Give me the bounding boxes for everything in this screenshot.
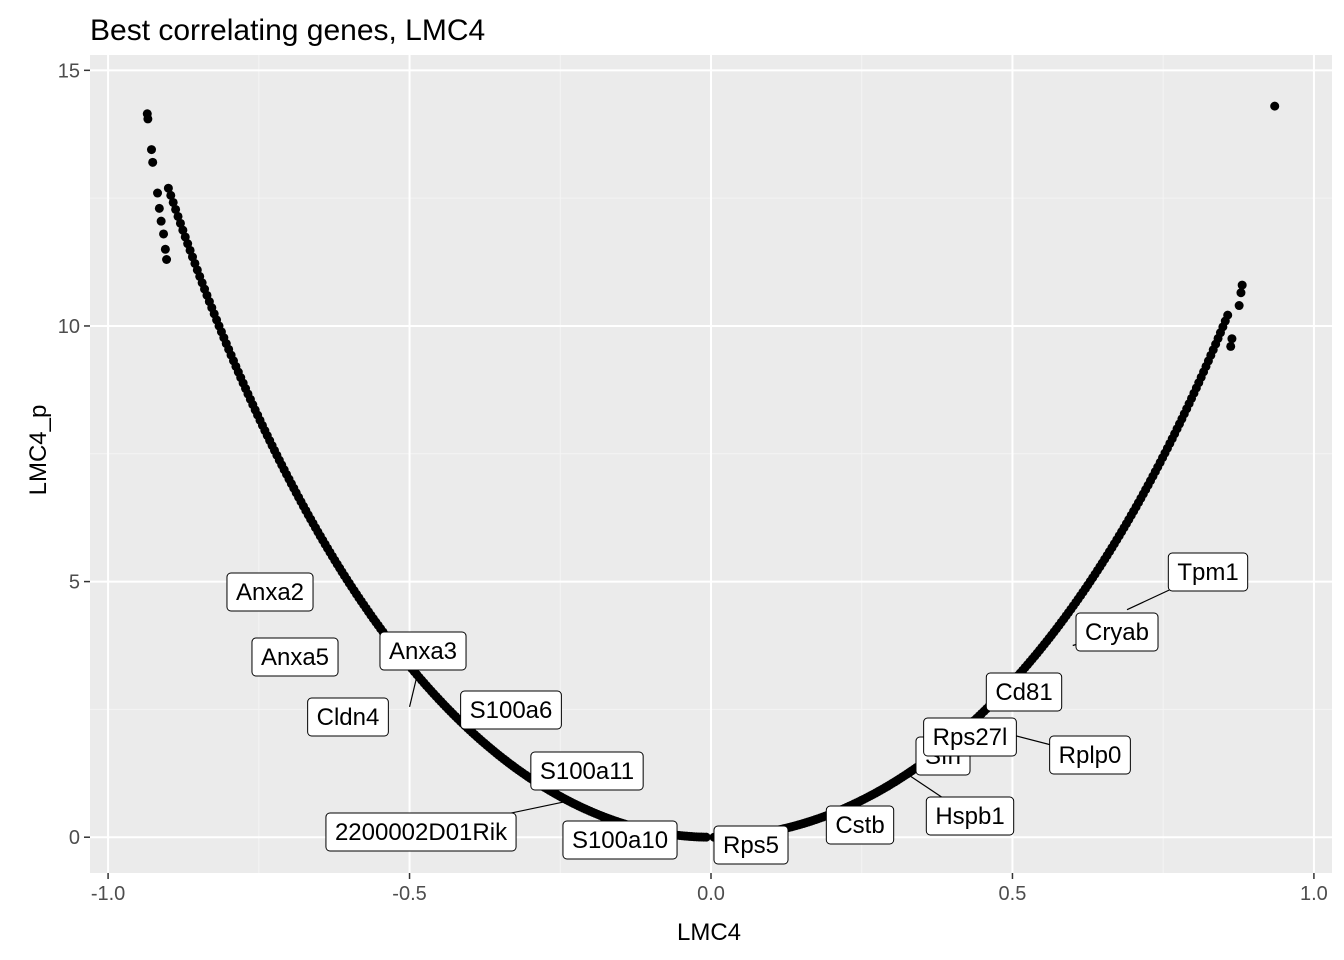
data-point: [146, 145, 156, 155]
data-point: [1227, 334, 1237, 344]
gene-label-text: S100a11: [540, 758, 634, 785]
x-tick-label: 0.0: [697, 883, 725, 905]
x-tick-label: -0.5: [392, 883, 426, 905]
gene-label-2200002d01rik: 2200002D01Rik: [325, 812, 517, 852]
data-point: [153, 188, 163, 198]
gene-label-text: Cryab: [1085, 619, 1149, 646]
gene-label-s100a6: S100a6: [460, 690, 562, 730]
gene-label-hspb1: Hspb1: [925, 796, 1015, 836]
gene-label-box: [925, 796, 1015, 836]
data-point: [701, 832, 711, 842]
gene-label-box: [530, 751, 644, 791]
gene-label-text: Cd81: [995, 679, 1052, 706]
data-point: [156, 216, 166, 226]
gene-label-box: [923, 717, 1017, 757]
gene-label-text: Rps27l: [933, 724, 1008, 751]
y-tick-label: 0: [69, 827, 80, 849]
chart-title: Best correlating genes, LMC4: [90, 14, 485, 47]
data-point: [163, 183, 173, 193]
gene-label-box: [379, 631, 467, 671]
gene-label-text: Anxa5: [261, 644, 329, 671]
data-point: [166, 190, 176, 200]
data-point: [159, 229, 169, 239]
gene-label-cstb: Cstb: [825, 805, 895, 845]
data-point: [148, 157, 158, 167]
gene-label-text: S100a6: [470, 697, 553, 724]
data-point: [175, 218, 185, 228]
data-point: [162, 255, 172, 264]
gene-label-text: Anxa3: [389, 638, 457, 665]
gene-label-box: [562, 820, 678, 860]
gene-label-box: [460, 690, 562, 730]
gene-label-cryab: Cryab: [1075, 612, 1159, 652]
gene-label-text: Tpm1: [1177, 559, 1238, 586]
gene-label-box: [325, 812, 517, 852]
data-point: [160, 244, 170, 254]
gene-label-s100a11: S100a11: [530, 751, 644, 791]
data-point: [143, 114, 153, 124]
data-point: [171, 204, 181, 214]
gene-label-box: [307, 697, 389, 737]
gene-label-cd81: Cd81: [985, 672, 1063, 712]
data-point: [154, 203, 164, 213]
data-point: [1237, 280, 1247, 290]
data-point: [1236, 288, 1246, 298]
gene-label-box: [1049, 735, 1131, 775]
data-point: [173, 211, 183, 221]
gene-label-anxa3: Anxa3: [379, 631, 467, 671]
gene-label-box: [985, 672, 1063, 712]
data-point: [1226, 341, 1236, 351]
data-point: [178, 225, 188, 235]
gene-label-box: [825, 805, 895, 845]
y-axis: 0 5 10 15: [58, 60, 90, 849]
x-tick-label: 1.0: [1300, 883, 1328, 905]
gene-label-anxa5: Anxa5: [251, 637, 339, 677]
gene-label-s100a10: S100a10: [562, 820, 678, 860]
gene-label-rps27l: Rps27l: [923, 717, 1017, 757]
x-tick-label: 0.5: [999, 883, 1027, 905]
gene-label-box: [1167, 552, 1249, 592]
data-point: [1234, 301, 1244, 311]
y-tick-label: 10: [58, 316, 80, 338]
gene-label-text: Rplp0: [1059, 742, 1122, 769]
gene-label-text: S100a10: [572, 827, 668, 854]
gene-label-text: Rps5: [723, 832, 779, 859]
gene-label-box: [226, 572, 314, 612]
gene-labels: Anxa2 Anxa5 Anxa3 Cldn4 S100a6 S100a11 2200002…: [226, 552, 1249, 865]
gene-label-text: Hspb1: [935, 803, 1004, 830]
gene-label-anxa2: Anxa2: [226, 572, 314, 612]
gene-label-box: [251, 637, 339, 677]
y-tick-label: 15: [58, 60, 80, 82]
gene-label-tpm1: Tpm1: [1167, 552, 1249, 592]
gene-label-rps5: Rps5: [713, 825, 789, 865]
gene-label-rplp0: Rplp0: [1049, 735, 1131, 775]
data-point: [1223, 310, 1233, 320]
data-point: [168, 197, 178, 207]
gene-label-cldn4: Cldn4: [307, 697, 389, 737]
x-axis-title: LMC4: [677, 919, 741, 946]
gene-label-text: Cstb: [835, 812, 884, 839]
data-point: [1270, 101, 1280, 111]
gene-label-text: Anxa2: [236, 579, 304, 606]
gene-label-box: [1075, 612, 1159, 652]
x-axis: -1.0 -0.5 0.0 0.5 1.0: [91, 873, 1328, 905]
y-tick-label: 5: [69, 572, 80, 594]
y-axis-title: LMC4_p: [25, 405, 52, 496]
gene-label-text: 2200002D01Rik: [335, 819, 508, 846]
x-tick-label: -1.0: [91, 883, 125, 905]
gene-label-box: [713, 825, 789, 865]
gene-label-text: Cldn4: [317, 704, 380, 731]
